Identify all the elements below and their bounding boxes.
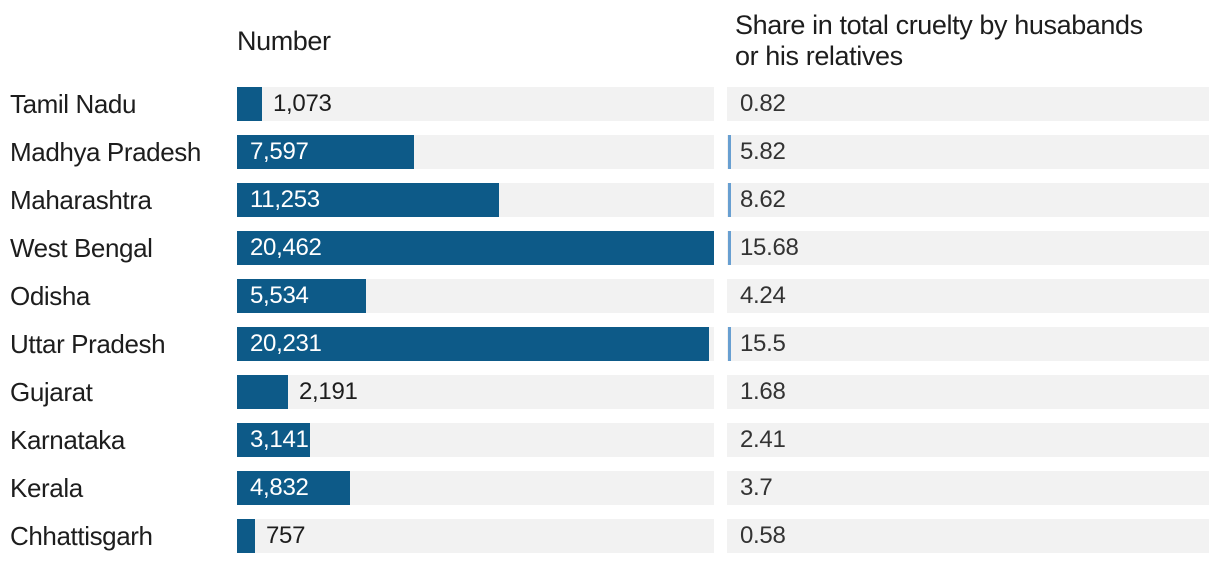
column-gap (714, 135, 727, 169)
share-value: 2.41 (740, 426, 786, 453)
state-label: Madhya Pradesh (10, 137, 201, 167)
number-bar-track: 757 (237, 519, 714, 553)
state-label: Maharashtra (10, 185, 152, 215)
share-column-header-line1: Share in total cruelty by husabands (735, 10, 1143, 40)
column-gap (714, 327, 727, 361)
chart-row: Madhya Pradesh 7,597 5.82 (0, 135, 1209, 169)
column-gap (714, 375, 727, 409)
number-value: 3,141 (250, 426, 309, 453)
chart-row: Maharashtra 11,253 8.62 (0, 183, 1209, 217)
share-bar-track: 8.62 (727, 183, 1209, 217)
number-value: 2,191 (299, 378, 358, 405)
chart-row: Kerala 4,832 3.7 (0, 471, 1209, 505)
chart-row: West Bengal 20,462 15.68 (0, 231, 1209, 265)
state-label: Tamil Nadu (10, 89, 137, 119)
share-bar (728, 327, 731, 361)
share-value: 0.58 (740, 522, 786, 549)
state-label: West Bengal (10, 233, 153, 263)
share-value: 8.62 (740, 186, 786, 213)
share-bar-track: 0.82 (727, 87, 1209, 121)
number-bar (237, 87, 262, 121)
chart-row: Tamil Nadu 1,073 0.82 (0, 87, 1209, 121)
number-value: 1,073 (273, 90, 332, 117)
number-column-header: Number (237, 26, 331, 56)
column-gap (714, 471, 727, 505)
number-value: 5,534 (250, 282, 309, 309)
share-value: 0.82 (740, 90, 786, 117)
column-gap (714, 87, 727, 121)
number-value: 20,231 (250, 330, 322, 357)
share-value: 1.68 (740, 378, 786, 405)
share-bar-track: 15.68 (727, 231, 1209, 265)
share-bar (728, 135, 731, 169)
state-label: Karnataka (10, 425, 125, 455)
column-gap (714, 279, 727, 313)
number-bar-track: 4,832 (237, 471, 714, 505)
state-label: Odisha (10, 281, 90, 311)
number-bar-track: 1,073 (237, 87, 714, 121)
share-value: 15.68 (740, 234, 799, 261)
share-value: 15.5 (740, 330, 786, 357)
number-bar (237, 231, 714, 265)
number-bar (237, 519, 255, 553)
share-value: 4.24 (740, 282, 786, 309)
column-gap (714, 519, 727, 553)
number-bar (237, 183, 500, 217)
share-bar-track: 5.82 (727, 135, 1209, 169)
chart-row: Gujarat 2,191 1.68 (0, 375, 1209, 409)
number-bar-track: 20,462 (237, 231, 714, 265)
number-bar-track: 7,597 (237, 135, 714, 169)
state-label: Gujarat (10, 377, 93, 407)
number-bar (237, 471, 350, 505)
number-bar (237, 327, 709, 361)
column-gap (714, 183, 727, 217)
share-bar-track: 2.41 (727, 423, 1209, 457)
number-bar-track: 20,231 (237, 327, 714, 361)
number-bar-track: 11,253 (237, 183, 714, 217)
number-bar (237, 279, 366, 313)
column-gap (714, 231, 727, 265)
share-bar-track: 15.5 (727, 327, 1209, 361)
number-bar (237, 423, 311, 457)
number-bar (237, 135, 415, 169)
share-value: 5.82 (740, 138, 786, 165)
share-bar-track: 4.24 (727, 279, 1209, 313)
number-bar-track: 3,141 (237, 423, 714, 457)
share-bar (728, 231, 731, 265)
number-bar-track: 2,191 (237, 375, 714, 409)
share-bar-track: 3.7 (727, 471, 1209, 505)
state-label: Chhattisgarh (10, 521, 153, 551)
share-column-header: Share in total cruelty by husabands or h… (735, 10, 1143, 72)
number-bar-track: 5,534 (237, 279, 714, 313)
share-column-header-line2: or his relatives (735, 41, 903, 71)
number-bar (237, 375, 289, 409)
chart-rows: Tamil Nadu 1,073 0.82 Madhya Pradesh 7,5… (0, 87, 1209, 567)
number-value: 20,462 (250, 234, 322, 261)
chart-row: Chhattisgarh 757 0.58 (0, 519, 1209, 553)
chart-row: Uttar Pradesh 20,231 15.5 (0, 327, 1209, 361)
number-value: 7,597 (250, 138, 309, 165)
chart-row: Odisha 5,534 4.24 (0, 279, 1209, 313)
number-value: 757 (266, 522, 306, 549)
share-value: 3.7 (740, 474, 773, 501)
share-bar (728, 183, 731, 217)
state-label: Uttar Pradesh (10, 329, 166, 359)
share-bar-track: 1.68 (727, 375, 1209, 409)
column-gap (714, 423, 727, 457)
share-bar-track: 0.58 (727, 519, 1209, 553)
state-label: Kerala (10, 473, 83, 503)
chart-row: Karnataka 3,141 2.41 (0, 423, 1209, 457)
number-value: 4,832 (250, 474, 309, 501)
number-value: 11,253 (250, 186, 320, 213)
